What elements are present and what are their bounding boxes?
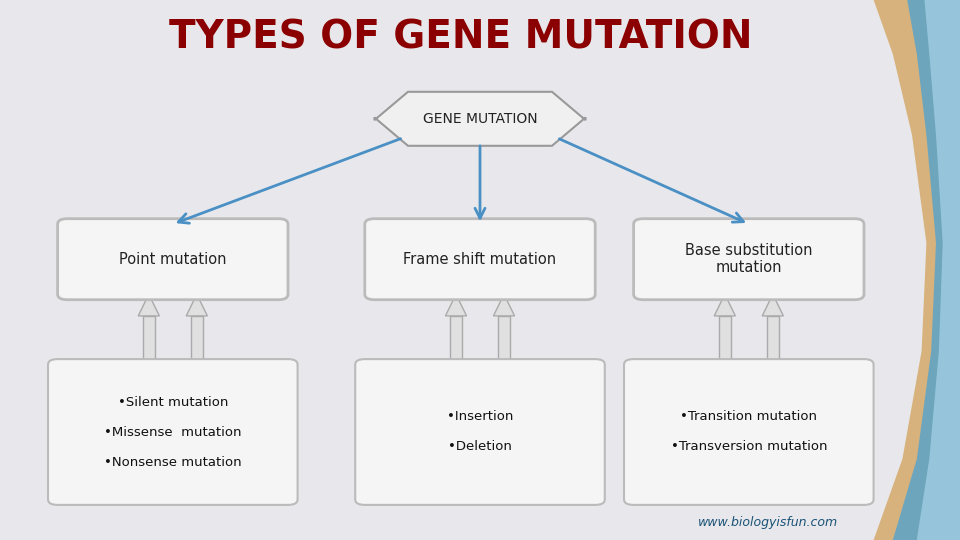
Text: www.biologyisfun.com: www.biologyisfun.com (698, 516, 838, 529)
Bar (767, 316, 779, 364)
FancyBboxPatch shape (58, 219, 288, 300)
Text: •Transition mutation

•Transversion mutation: •Transition mutation •Transversion mutat… (670, 410, 828, 454)
Polygon shape (714, 294, 735, 316)
Bar (143, 316, 155, 364)
Polygon shape (762, 294, 783, 316)
Polygon shape (374, 92, 586, 146)
FancyBboxPatch shape (624, 359, 874, 505)
FancyBboxPatch shape (355, 359, 605, 505)
FancyBboxPatch shape (365, 219, 595, 300)
FancyBboxPatch shape (48, 359, 298, 505)
Polygon shape (138, 294, 159, 316)
Polygon shape (917, 0, 960, 540)
Polygon shape (893, 0, 960, 540)
Text: Point mutation: Point mutation (119, 252, 227, 267)
Bar (498, 316, 510, 364)
Polygon shape (874, 0, 960, 540)
Bar (719, 316, 731, 364)
Text: •Silent mutation

•Missense  mutation

•Nonsense mutation: •Silent mutation •Missense mutation •Non… (104, 395, 242, 469)
FancyBboxPatch shape (634, 219, 864, 300)
Bar (191, 316, 203, 364)
Text: Base substitution
mutation: Base substitution mutation (685, 243, 812, 275)
Polygon shape (445, 294, 467, 316)
Bar (450, 316, 462, 364)
Polygon shape (493, 294, 515, 316)
Text: GENE MUTATION: GENE MUTATION (422, 112, 538, 126)
Text: •Insertion

•Deletion: •Insertion •Deletion (446, 410, 514, 454)
Text: Frame shift mutation: Frame shift mutation (403, 252, 557, 267)
Polygon shape (186, 294, 207, 316)
Text: TYPES OF GENE MUTATION: TYPES OF GENE MUTATION (169, 19, 753, 57)
